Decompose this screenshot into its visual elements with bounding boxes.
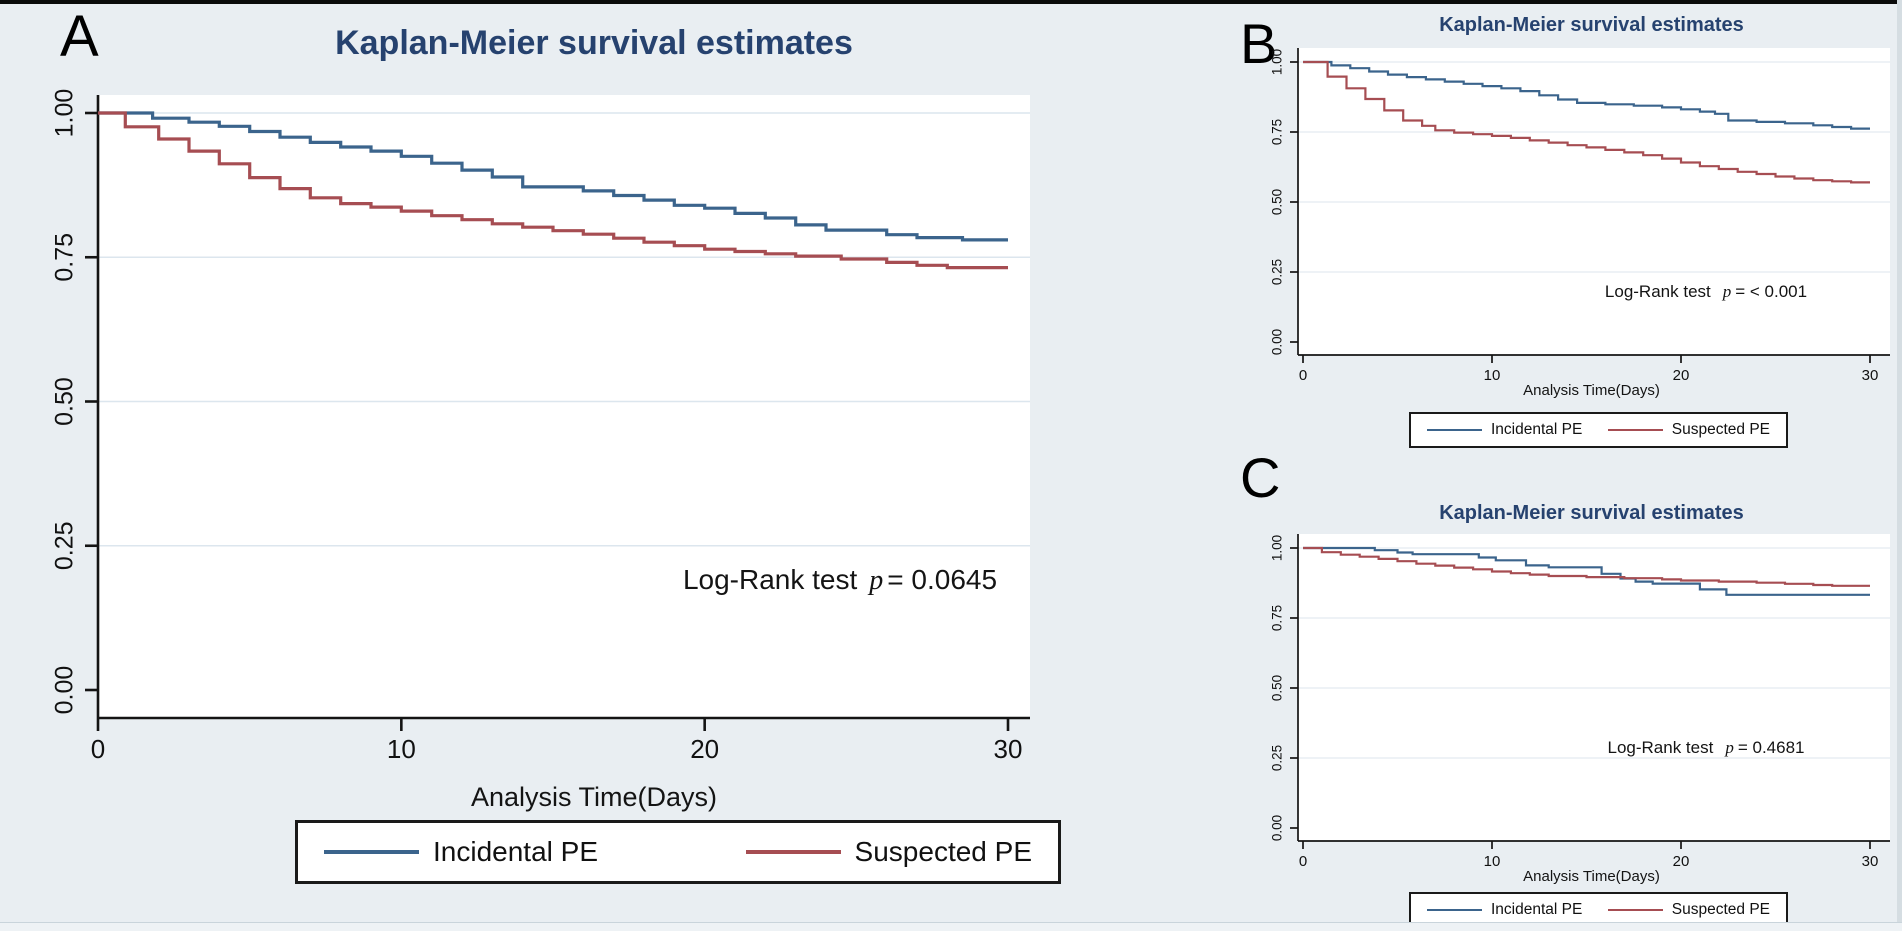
y-tick-label: 0.25 <box>1270 259 1285 285</box>
legend-label-suspected: Suspected PE <box>854 836 1032 867</box>
legend-item-suspected: Suspected PE <box>1607 421 1770 439</box>
panel-b-label: B <box>1240 12 1278 75</box>
x-tick-label: 20 <box>690 734 719 764</box>
y-tick-label: 0.75 <box>51 233 79 282</box>
incidental-line-swatch <box>1427 908 1482 912</box>
survival-curve-incidental-pe <box>1303 546 1870 596</box>
x-axis-title-a: Analysis Time(Days) <box>470 782 718 812</box>
annotation-prefix: Log-Rank test <box>1604 282 1711 301</box>
plot-background <box>98 95 1030 718</box>
incidental-line-swatch <box>324 850 419 854</box>
y-tick-label: 0.75 <box>1270 119 1285 145</box>
suspected-line-swatch <box>745 850 841 854</box>
x-tick-label: 20 <box>1673 853 1690 870</box>
legend-label-incidental: Incidental PE <box>1491 421 1583 438</box>
annotation-value: = 0.4681 <box>1737 738 1805 757</box>
x-axis-title-b: Analysis Time(Days) <box>1523 382 1660 399</box>
x-tick-label: 30 <box>1862 367 1879 384</box>
annotation-value: = 0.0645 <box>887 564 998 595</box>
figure-right-edge <box>1897 0 1902 931</box>
incidental-line-swatch <box>1427 428 1482 432</box>
suspected-line-swatch <box>1607 428 1663 432</box>
panel-c-title: Kaplan-Meier survival estimates <box>1439 502 1744 524</box>
y-tick-label: 1.00 <box>1270 49 1285 75</box>
log-rank-annotation-b: Log-Rank test p = < 0.001 <box>1506 282 1902 302</box>
x-tick-label: 0 <box>1299 853 1307 870</box>
survival-curve-incidental-pe <box>98 111 1008 242</box>
panel-b: B Kaplan-Meier survival estimates 1.00 0.… <box>1240 0 1902 460</box>
x-axis-title-c: Analysis Time(Days) <box>1523 868 1660 885</box>
panel-a-title: Kaplan-Meier survival estimates <box>335 24 853 62</box>
y-tick-label: 0.25 <box>51 521 79 570</box>
legend-label-suspected: Suspected PE <box>1671 421 1770 438</box>
km-chart-a: 1.00 0.75 0.50 0.25 0.00 0 10 20 30 <box>51 89 1030 764</box>
y-tick-label: 0.00 <box>1270 815 1285 841</box>
x-tick-label: 0 <box>1299 367 1307 384</box>
y-tick-label: 0.50 <box>51 377 79 426</box>
panel-a: A Kaplan-Meier survival estimates 1.00 0.… <box>51 4 1061 884</box>
y-tick-label: 0.00 <box>51 666 79 715</box>
y-tick-label: 1.00 <box>51 89 79 138</box>
y-tick-label: 0.00 <box>1270 329 1285 355</box>
x-tick-label: 20 <box>1673 367 1690 384</box>
legend-item-incidental: Incidental PE <box>324 836 598 868</box>
legend-item-suspected: Suspected PE <box>745 836 1032 868</box>
legend-item-incidental: Incidental PE <box>1427 901 1582 919</box>
x-tick-label: 10 <box>387 734 416 764</box>
legend-b: Incidental PE Suspected PE <box>1409 412 1788 448</box>
legend-label-suspected: Suspected PE <box>1671 901 1770 918</box>
log-rank-annotation-a: Log-Rank test p = 0.0645 <box>630 564 1050 597</box>
km-chart-b: 1.00 0.75 0.50 0.25 0.00 0 10 20 30 <box>1270 48 1890 384</box>
panel-c-label: C <box>1240 446 1281 509</box>
annotation-prefix: Log-Rank test <box>682 564 858 595</box>
x-tick-label: 10 <box>1484 853 1501 870</box>
annotation-p-symbol: p <box>1725 738 1734 757</box>
panel-a-label: A <box>60 4 99 69</box>
x-tick-label: 10 <box>1484 367 1501 384</box>
legend-a: Incidental PE Suspected PE <box>295 820 1061 884</box>
annotation-p-symbol: p <box>869 565 884 596</box>
legend-item-suspected: Suspected PE <box>1607 901 1770 919</box>
y-tick-label: 0.50 <box>1270 675 1285 701</box>
y-tick-label: 0.25 <box>1270 745 1285 771</box>
legend-label-incidental: Incidental PE <box>1491 901 1583 918</box>
figure-bottom-edge <box>0 922 1902 931</box>
survival-curve-suspected-pe <box>1303 546 1870 587</box>
annotation-p-symbol: p <box>1722 282 1732 301</box>
y-tick-label: 0.75 <box>1270 605 1285 631</box>
x-tick-label: 0 <box>91 734 105 764</box>
panel-b-title: Kaplan-Meier survival estimates <box>1439 14 1744 36</box>
survival-curve-incidental-pe <box>1303 60 1870 130</box>
suspected-line-swatch <box>1607 908 1663 912</box>
panel-c: C Kaplan-Meier survival estimates 1.00 0.… <box>1240 440 1902 931</box>
legend-item-incidental: Incidental PE <box>1427 421 1582 439</box>
survival-curve-suspected-pe <box>98 111 1008 270</box>
survival-curve-suspected-pe <box>1303 60 1870 184</box>
legend-label-incidental: Incidental PE <box>433 836 598 867</box>
annotation-prefix: Log-Rank test <box>1607 738 1714 757</box>
y-tick-label: 0.50 <box>1270 189 1285 215</box>
figure-top-border <box>0 0 1902 4</box>
y-tick-label: 1.00 <box>1270 535 1285 561</box>
x-tick-label: 30 <box>994 734 1023 764</box>
x-tick-label: 30 <box>1862 853 1879 870</box>
annotation-value: = < 0.001 <box>1735 282 1808 301</box>
km-chart-c: 1.00 0.75 0.50 0.25 0.00 0 10 20 30 <box>1270 534 1890 870</box>
log-rank-annotation-c: Log-Rank test p = 0.4681 <box>1506 738 1902 758</box>
